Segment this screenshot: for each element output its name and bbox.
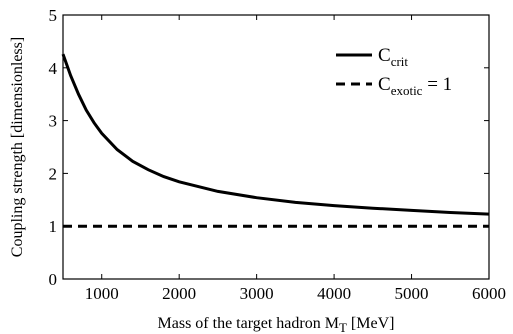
y-tick-label: 4 — [49, 59, 58, 78]
series-lines — [61, 53, 490, 228]
x-axis-label: Mass of the target hadron MT [MeV] — [158, 315, 395, 334]
x-tick-label: 2000 — [162, 284, 196, 303]
x-tick-label: 4000 — [317, 284, 351, 303]
y-ticks: 0 1 2 3 4 5 — [49, 6, 489, 289]
legend-label-c-exotic: Cexotic = 1 — [378, 74, 452, 98]
x-tick-label: 5000 — [395, 284, 429, 303]
series-line-crit — [61, 53, 490, 216]
x-ticks: 1000 2000 3000 4000 5000 6000 — [85, 15, 506, 303]
y-tick-label: 2 — [49, 164, 58, 183]
x-tick-label: 1000 — [85, 284, 119, 303]
y-tick-label: 5 — [49, 6, 58, 25]
y-tick-label: 0 — [49, 270, 58, 289]
x-tick-label: 3000 — [240, 284, 274, 303]
plot-frame — [62, 14, 490, 280]
y-tick-label: 3 — [49, 112, 58, 131]
y-tick-label: 1 — [49, 217, 58, 236]
legend: Ccrit Cexotic = 1 — [336, 45, 452, 98]
x-tick-label: 6000 — [472, 284, 506, 303]
legend-label-c-crit: Ccrit — [378, 45, 408, 69]
y-axis-label: Coupling strength [dimensionless] — [9, 37, 26, 257]
